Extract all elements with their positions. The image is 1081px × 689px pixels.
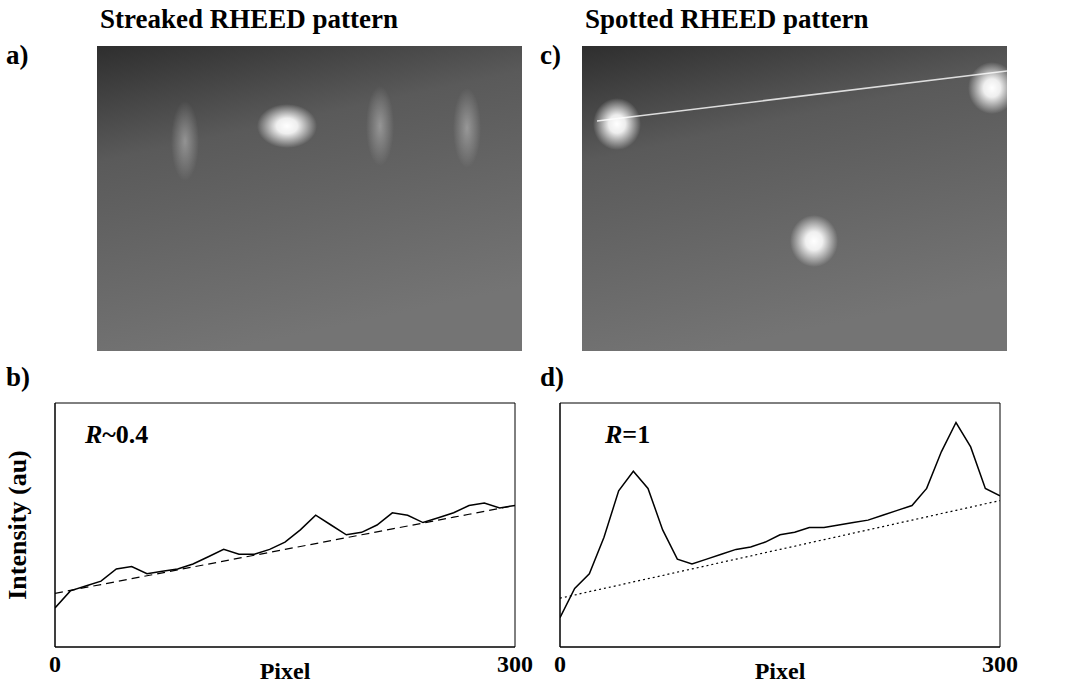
html-text:b): b) [6, 362, 30, 392]
svg-text:300: 300 [497, 651, 533, 677]
html-text:Spotted RHEED pattern: Spotted RHEED pattern [585, 4, 869, 34]
html-text:Streaked RHEED pattern: Streaked RHEED pattern [100, 4, 398, 34]
svg-text:Pixel: Pixel [755, 658, 806, 683]
html-text:d): d) [540, 362, 564, 392]
svg-text:300: 300 [982, 651, 1018, 677]
svg-text:0: 0 [49, 651, 61, 677]
svg-text:0: 0 [554, 651, 566, 677]
html-text:R ~0.4: R ~0.4 [85, 420, 149, 449]
svg-text:Intensity (au): Intensity (au) [3, 450, 32, 600]
html-text:a): a) [6, 40, 29, 70]
html-text:c): c) [540, 40, 561, 70]
html-text:R =1: R =1 [605, 420, 651, 449]
svg-text:Pixel: Pixel [260, 658, 311, 683]
